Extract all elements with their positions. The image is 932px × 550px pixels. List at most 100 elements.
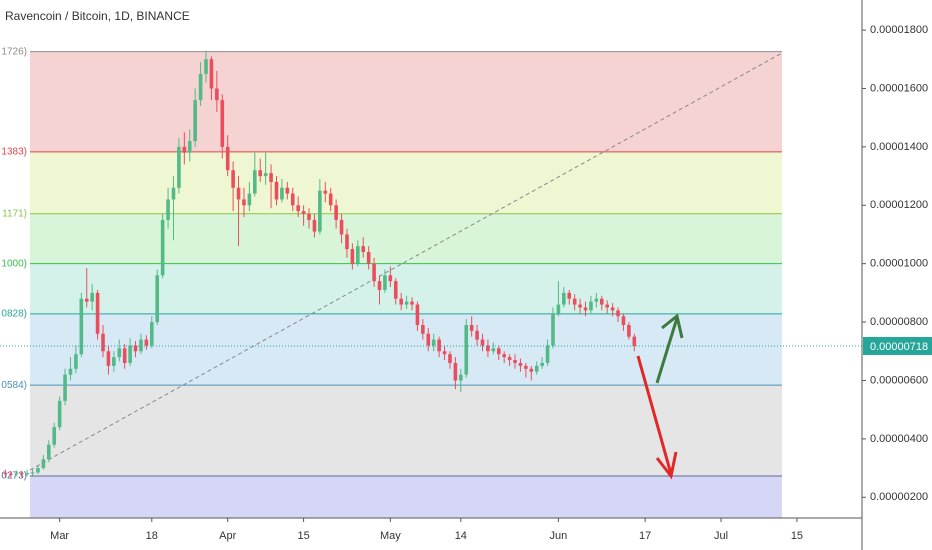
fib-label: 0273) xyxy=(1,471,27,482)
candle-body xyxy=(90,292,94,302)
y-tick-label: 0.00001400 xyxy=(870,141,928,153)
candle-body xyxy=(404,301,409,305)
fib-zone xyxy=(30,51,782,152)
candle-body xyxy=(128,345,132,363)
candle-body xyxy=(610,307,615,311)
candle-body xyxy=(578,304,582,308)
candle-body xyxy=(155,275,160,323)
y-tick-label: 0.00001600 xyxy=(870,82,928,94)
candle-body xyxy=(594,298,599,302)
candle-body xyxy=(529,368,534,372)
candle-body xyxy=(198,73,203,101)
candle-body xyxy=(274,181,279,200)
candle-body xyxy=(388,275,393,282)
y-tick-label: 0.00000800 xyxy=(870,316,928,328)
axes: 0.00000200 0.00000400 0.00000600 0.00000800… xyxy=(50,24,932,542)
candle-body xyxy=(166,199,170,220)
candle-body xyxy=(139,339,143,352)
candle-body xyxy=(518,362,523,366)
candle-body xyxy=(328,193,333,206)
candle-body xyxy=(269,173,273,182)
candles xyxy=(0,50,862,478)
candle-body xyxy=(193,100,197,142)
fib-zones: 1726) 1383) 1171) 1000) 0828) 0584) 0273) xyxy=(1,46,782,518)
candle-body xyxy=(263,173,268,177)
candle-body xyxy=(421,324,425,334)
candle-body xyxy=(101,333,105,352)
last-price-box xyxy=(863,337,932,356)
candle-body xyxy=(431,339,436,346)
candle-body xyxy=(627,324,631,337)
candle-body xyxy=(215,88,219,101)
candle-body xyxy=(290,193,295,206)
candle-body xyxy=(3,472,8,474)
candle-body xyxy=(513,360,517,363)
candle-body xyxy=(149,322,154,346)
candle-body xyxy=(589,301,593,311)
candle-body xyxy=(36,468,40,473)
candle-body xyxy=(491,348,496,352)
candle-body xyxy=(231,170,235,188)
candle-body xyxy=(68,368,73,375)
candle-body xyxy=(377,281,382,290)
candle-body xyxy=(242,199,246,206)
candle-body xyxy=(502,354,506,358)
candle-body xyxy=(25,473,29,475)
candle-body xyxy=(469,324,474,331)
arrow-shaft xyxy=(655,317,679,384)
time-axis xyxy=(0,518,862,550)
y-tick-label: 0.00001800 xyxy=(870,24,928,36)
candle-body xyxy=(567,292,572,299)
candle-body xyxy=(258,170,263,177)
candle-body xyxy=(572,298,577,305)
candle-body xyxy=(63,374,67,401)
candle-body xyxy=(307,214,311,220)
candle-body xyxy=(486,345,490,352)
candle-body xyxy=(19,473,24,475)
candle-body xyxy=(9,473,13,475)
candle-body xyxy=(106,351,111,366)
fib-zone xyxy=(30,151,782,214)
candle-body xyxy=(459,374,463,381)
price-axis xyxy=(862,0,932,550)
candle-body xyxy=(415,304,420,325)
candle-body xyxy=(247,193,252,206)
candle-body xyxy=(334,205,338,220)
chart-title: Ravencoin / Bitcoin, 1D, BINANCE xyxy=(5,9,190,23)
x-tick-label: 15 xyxy=(791,530,803,542)
candle-body xyxy=(285,187,290,194)
candle-body xyxy=(323,190,328,194)
candle-body xyxy=(562,292,566,305)
candle-body xyxy=(301,211,306,215)
candle-body xyxy=(160,219,165,276)
x-tick-label: Jul xyxy=(714,530,728,542)
candle-body xyxy=(46,444,51,460)
fib-zone xyxy=(30,213,782,264)
candle-body xyxy=(475,330,479,340)
candle-body xyxy=(112,357,116,366)
y-tick-label: 0.00000600 xyxy=(870,374,928,386)
candle-body xyxy=(556,304,561,314)
candle-body xyxy=(480,339,485,346)
arrow-head xyxy=(655,451,678,480)
candle-body xyxy=(84,298,89,302)
candle-body xyxy=(464,324,469,375)
candle-body xyxy=(133,345,138,352)
candle-body xyxy=(204,59,208,74)
fib-label: 1383) xyxy=(1,146,27,157)
candle-body xyxy=(383,275,387,290)
y-tick-label: 0.00001000 xyxy=(870,258,928,270)
candle-body xyxy=(583,307,588,311)
fib-zone xyxy=(30,313,782,386)
candle-body xyxy=(442,351,447,355)
x-tick-label: Jun xyxy=(550,530,568,542)
candle-body xyxy=(117,348,122,358)
candle-body xyxy=(507,357,512,361)
x-tick-label: 18 xyxy=(146,530,158,542)
candle-body xyxy=(144,339,149,346)
candle-body xyxy=(14,473,19,475)
candle-body xyxy=(496,348,501,355)
candle-body xyxy=(220,100,225,147)
x-tick-label: 17 xyxy=(639,530,651,542)
